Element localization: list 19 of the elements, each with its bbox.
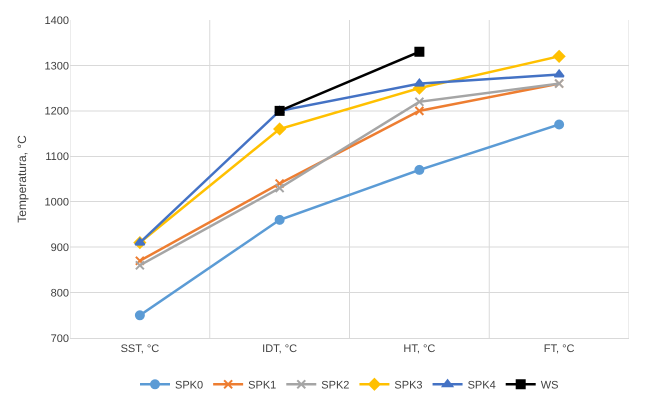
y-tick-label: 1100 [45, 151, 69, 164]
y-tick-label: 1000 [44, 196, 69, 209]
y-tick-label: 800 [50, 287, 69, 300]
x-tick-label: HT, °C [403, 343, 436, 356]
y-tick-label: 900 [50, 242, 69, 254]
legend-label: SPK0 [175, 380, 204, 392]
x-tick-label: IDT, °C [262, 343, 298, 356]
y-axis-title: Temperatura, °C [14, 134, 29, 223]
y-tick-label: 1300 [44, 60, 69, 72]
x-tick-label: SST, °C [120, 343, 160, 356]
x-tick-label: FT, °C [544, 343, 575, 356]
legend-label: WS [540, 380, 558, 392]
legend-label: SPK3 [394, 380, 423, 392]
legend-label: SPK2 [321, 380, 350, 392]
legend-label: SPK1 [248, 380, 276, 392]
y-tick-label: 700 [50, 332, 69, 345]
y-tick-label: 1400 [44, 14, 69, 27]
y-tick-label: 1200 [44, 106, 69, 118]
legend-label: SPK4 [468, 380, 496, 392]
